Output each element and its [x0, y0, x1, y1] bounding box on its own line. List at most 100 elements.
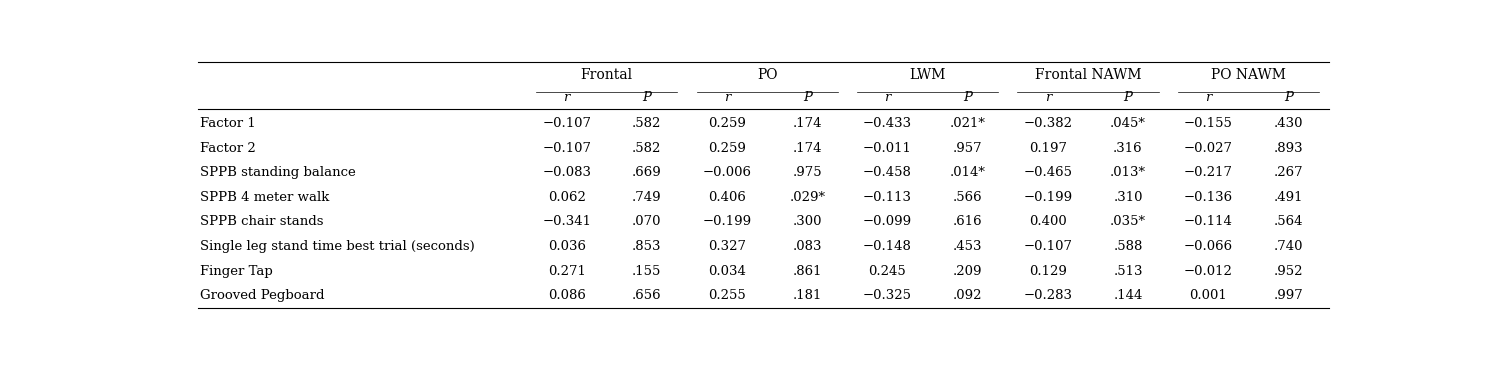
Text: −0.011: −0.011 — [864, 142, 911, 155]
Text: .975: .975 — [792, 166, 822, 179]
Text: r: r — [563, 91, 570, 104]
Text: .616: .616 — [953, 216, 983, 229]
Text: 0.259: 0.259 — [709, 117, 746, 130]
Text: .749: .749 — [631, 191, 661, 204]
Text: 0.034: 0.034 — [709, 265, 746, 278]
Text: .014*: .014* — [950, 166, 986, 179]
Text: r: r — [884, 91, 890, 104]
Text: −0.199: −0.199 — [1023, 191, 1072, 204]
Text: PO: PO — [756, 67, 777, 82]
Text: −0.325: −0.325 — [864, 289, 911, 302]
Text: .181: .181 — [792, 289, 822, 302]
Text: .566: .566 — [953, 191, 983, 204]
Text: 0.001: 0.001 — [1190, 289, 1227, 302]
Text: .588: .588 — [1114, 240, 1142, 253]
Text: 0.036: 0.036 — [548, 240, 585, 253]
Text: .893: .893 — [1273, 142, 1303, 155]
Text: PO NAWM: PO NAWM — [1211, 67, 1286, 82]
Text: .013*: .013* — [1111, 166, 1147, 179]
Text: −0.199: −0.199 — [703, 216, 752, 229]
Text: 0.129: 0.129 — [1029, 265, 1066, 278]
Text: −0.006: −0.006 — [703, 166, 752, 179]
Text: 0.086: 0.086 — [548, 289, 585, 302]
Text: P: P — [1124, 91, 1133, 104]
Text: .083: .083 — [792, 240, 822, 253]
Text: SPPB 4 meter walk: SPPB 4 meter walk — [200, 191, 329, 204]
Text: .853: .853 — [633, 240, 661, 253]
Text: .430: .430 — [1273, 117, 1303, 130]
Text: r: r — [1045, 91, 1051, 104]
Text: −0.114: −0.114 — [1184, 216, 1233, 229]
Text: −0.382: −0.382 — [1023, 117, 1072, 130]
Text: r: r — [1205, 91, 1212, 104]
Text: .582: .582 — [633, 142, 661, 155]
Text: Factor 1: Factor 1 — [200, 117, 256, 130]
Text: LWM: LWM — [910, 67, 946, 82]
Text: .997: .997 — [1273, 289, 1303, 302]
Text: 0.245: 0.245 — [868, 265, 907, 278]
Text: .740: .740 — [1273, 240, 1303, 253]
Text: 0.197: 0.197 — [1029, 142, 1066, 155]
Text: SPPB chair stands: SPPB chair stands — [200, 216, 323, 229]
Text: SPPB standing balance: SPPB standing balance — [200, 166, 356, 179]
Text: .582: .582 — [633, 117, 661, 130]
Text: −0.099: −0.099 — [864, 216, 913, 229]
Text: .861: .861 — [792, 265, 822, 278]
Text: −0.433: −0.433 — [864, 117, 913, 130]
Text: −0.107: −0.107 — [1023, 240, 1072, 253]
Text: .155: .155 — [633, 265, 661, 278]
Text: Single leg stand time best trial (seconds): Single leg stand time best trial (second… — [200, 240, 475, 253]
Text: −0.341: −0.341 — [542, 216, 591, 229]
Text: −0.148: −0.148 — [864, 240, 911, 253]
Text: −0.283: −0.283 — [1023, 289, 1072, 302]
Text: .070: .070 — [633, 216, 661, 229]
Text: 0.406: 0.406 — [709, 191, 746, 204]
Text: .029*: .029* — [789, 191, 825, 204]
Text: −0.107: −0.107 — [542, 117, 591, 130]
Text: .174: .174 — [792, 142, 822, 155]
Text: .310: .310 — [1114, 191, 1142, 204]
Text: −0.155: −0.155 — [1184, 117, 1233, 130]
Text: Finger Tap: Finger Tap — [200, 265, 272, 278]
Text: .316: .316 — [1114, 142, 1144, 155]
Text: .513: .513 — [1114, 265, 1142, 278]
Text: .300: .300 — [792, 216, 822, 229]
Text: −0.083: −0.083 — [542, 166, 591, 179]
Text: P: P — [963, 91, 972, 104]
Text: .092: .092 — [953, 289, 983, 302]
Text: −0.217: −0.217 — [1184, 166, 1233, 179]
Text: 0.259: 0.259 — [709, 142, 746, 155]
Text: .656: .656 — [631, 289, 661, 302]
Text: .144: .144 — [1114, 289, 1142, 302]
Text: 0.271: 0.271 — [548, 265, 585, 278]
Text: .669: .669 — [631, 166, 661, 179]
Text: −0.458: −0.458 — [864, 166, 911, 179]
Text: P: P — [803, 91, 812, 104]
Text: −0.066: −0.066 — [1184, 240, 1233, 253]
Text: .952: .952 — [1273, 265, 1303, 278]
Text: .035*: .035* — [1111, 216, 1147, 229]
Text: Grooved Pegboard: Grooved Pegboard — [200, 289, 325, 302]
Text: .021*: .021* — [950, 117, 986, 130]
Text: .957: .957 — [953, 142, 983, 155]
Text: Frontal: Frontal — [581, 67, 633, 82]
Text: Factor 2: Factor 2 — [200, 142, 256, 155]
Text: .045*: .045* — [1111, 117, 1147, 130]
Text: −0.027: −0.027 — [1184, 142, 1233, 155]
Text: −0.012: −0.012 — [1184, 265, 1233, 278]
Text: P: P — [642, 91, 651, 104]
Text: .453: .453 — [953, 240, 983, 253]
Text: −0.136: −0.136 — [1184, 191, 1233, 204]
Text: .174: .174 — [792, 117, 822, 130]
Text: .491: .491 — [1273, 191, 1303, 204]
Text: −0.465: −0.465 — [1023, 166, 1072, 179]
Text: .267: .267 — [1273, 166, 1303, 179]
Text: −0.113: −0.113 — [864, 191, 911, 204]
Text: −0.107: −0.107 — [542, 142, 591, 155]
Text: 0.327: 0.327 — [709, 240, 746, 253]
Text: 0.062: 0.062 — [548, 191, 585, 204]
Text: P: P — [1284, 91, 1292, 104]
Text: .209: .209 — [953, 265, 983, 278]
Text: 0.255: 0.255 — [709, 289, 746, 302]
Text: r: r — [724, 91, 730, 104]
